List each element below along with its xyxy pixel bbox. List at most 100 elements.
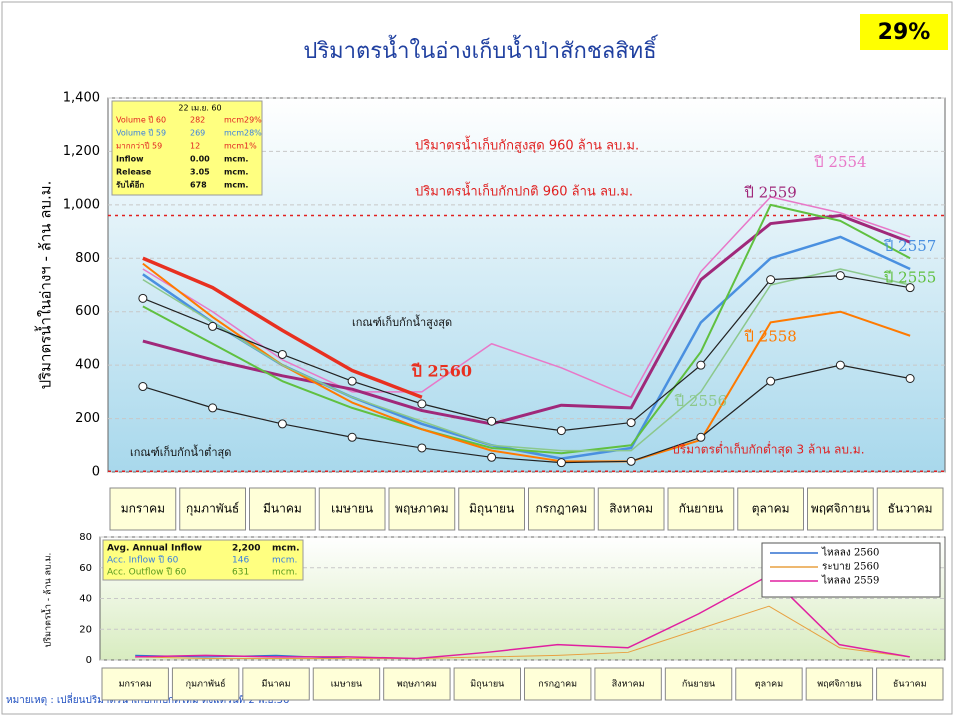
y-tick-label: 80 [79,532,92,543]
rule-point [835,271,845,281]
month-box [179,487,246,531]
info-box [102,539,304,581]
month-box [242,667,310,701]
series-label: ปี 2554 [813,153,866,171]
month-box [735,667,803,701]
x-tick-label: มกราคม [119,680,152,690]
series-label: ปี 2557 [883,237,936,255]
y-tick-label: 1,400 [63,91,100,106]
x-tick-label: กุมภาพันธ์ [186,678,226,690]
info-cell: 29% [244,116,262,125]
rule-point [626,418,636,428]
series-line [142,214,911,426]
month-box [664,667,733,701]
series-label: ปี 2555 [883,268,936,286]
y-tick-label: 800 [75,251,100,266]
month-box [524,667,592,701]
month-box [594,667,662,701]
rule-point [138,293,148,303]
info-cell: 282 [190,116,205,125]
month-box [171,667,240,701]
rule-point [835,360,845,370]
x-tick-label: ตุลาคม [755,680,783,690]
info-cell: 2,200 [232,544,260,554]
legend-label: ไหลลง 2560 [821,547,879,559]
rule-point [905,374,915,383]
info-cell: mcm. [224,168,248,177]
month-box [876,487,944,531]
y-tick-label: 600 [75,304,100,319]
rule-point [208,403,218,413]
month-box [318,487,386,531]
x-tick-label: กุมภาพันธ์ [186,502,239,517]
info-cell: 678 [190,181,207,190]
rule-point [487,452,497,462]
rule-point [626,456,636,466]
month-box [805,667,874,701]
x-tick-label: มีนาคม [263,502,302,516]
annotation: ปริมาตรน้ำเก็บกักปกติ 960 ล้าน ลบ.ม. [415,182,633,200]
x-tick-label: กรกฎาคม [538,680,577,690]
info-cell: mcm. [224,155,248,164]
month-box [807,487,874,531]
info-cell: Avg. Annual Inflow [107,544,202,554]
info-cell: mcm. [272,568,297,578]
series-line [142,256,423,399]
rule-point [696,432,706,442]
y-tick-label: 60 [79,563,92,574]
rule-point [347,432,357,442]
x-tick-label: มิถุนายน [470,679,504,690]
info-cell: 1% [244,142,257,151]
x-tick-label: เมษายน [331,680,362,690]
month-box [383,667,451,701]
y-tick-label: 1,000 [63,197,100,212]
annotation: ปริมาตรต่ำเก็บกักต่ำสุด 3 ล้าน ลบ.ม. [672,441,865,458]
rule-point [556,426,566,436]
annotation: เกณฑ์เก็บกักน้ำสูงสุด [352,314,452,329]
series-label: ปี 2558 [743,327,796,345]
series-line [142,364,911,464]
info-box [111,100,263,196]
series-line [142,203,911,455]
rule-point [277,349,287,359]
series-label: ปี 2560 [410,362,472,381]
info-cell: 3.05 [190,168,210,177]
info-cell: 12 [190,142,200,151]
y-tick-label: 0 [86,655,92,666]
series-label: ปี 2559 [743,184,796,202]
month-box [312,667,381,701]
month-box [458,487,525,531]
annotation: ปริมาตรน้ำเก็บกักสูงสุด 960 ล้าน ลบ.ม. [415,136,639,154]
x-tick-label: กันยายน [682,680,715,690]
rule-point [277,419,287,429]
info-cell: mcm. [224,129,247,138]
info-cell: mcm. [272,556,297,566]
x-tick-label: มิถุนายน [469,502,514,517]
x-tick-label: สิงหาคม [612,679,645,690]
rule-point [556,458,566,468]
annotation: เกณฑ์เก็บกักน้ำต่ำสุด [130,444,231,459]
info-cell: 631 [232,568,249,578]
rule-point [766,275,776,285]
x-tick-label: ธันวาคม [893,680,927,690]
series-line [142,262,911,463]
x-tick-label: กันยายน [679,502,723,516]
info-cell: Volume ปี 59 [116,129,166,138]
y-tick-label: 200 [75,411,100,426]
month-box [876,667,944,701]
y-tick-label: 40 [79,594,92,605]
month-box [737,487,804,531]
x-tick-label: พฤษภาคม [395,502,449,516]
badge-bg [860,14,948,50]
y-tick-label: 20 [79,624,92,635]
info-cell: Release [116,168,152,177]
rule-point [417,399,427,409]
badge: 29% [878,20,931,45]
month-box [453,667,522,701]
series-line [142,275,911,432]
series-line [142,196,911,398]
info-cell: รับได้อีก [116,180,144,190]
